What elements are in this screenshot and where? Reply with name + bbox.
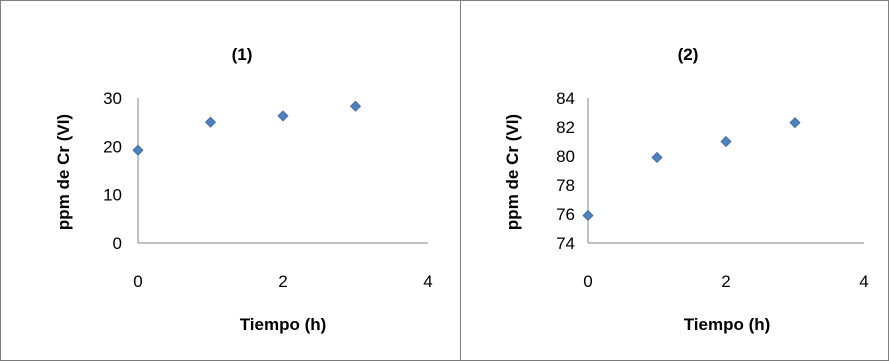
chart-panel-1: (1) ppm de Cr (VI) Tiempo (h) 0 10 20 30 0 2 4 [0,0,461,361]
chart-2-svg: (2) ppm de Cr (VI) Tiempo (h) 74 76 78 80 82… [503,45,869,334]
y-tick-label: 78 [556,176,575,195]
data-point-marker [720,135,732,148]
y-tick-label: 82 [556,118,575,137]
y-tick-label: 74 [556,234,575,253]
y-tick-label: 30 [103,89,122,108]
y-tick-label: 84 [556,89,575,108]
data-point-marker [651,151,663,164]
x-tick-label: 2 [278,272,287,291]
x-tick-label: 2 [721,272,730,291]
chart-title: (2) [678,45,699,64]
x-tick-label: 0 [583,272,592,291]
x-axis-title: Tiempo (h) [684,315,771,334]
chart-1-svg: (1) ppm de Cr (VI) Tiempo (h) 0 10 20 30 0 2 4 [54,45,433,334]
y-tick-label: 76 [556,205,575,224]
x-tick-label: 4 [859,272,868,291]
y-tick-label: 0 [113,234,122,253]
x-tick-label: 4 [423,272,432,291]
chart-marks: 74 76 78 80 82 84 0 2 4 [556,89,869,291]
data-point-marker [349,100,362,112]
x-axis-title: Tiempo (h) [240,315,327,334]
data-point-marker [582,209,594,222]
data-point-marker [204,116,217,128]
chart-panel-2: (2) ppm de Cr (VI) Tiempo (h) 74 76 78 80 82… [460,0,889,361]
data-point-marker [277,110,289,122]
y-tick-label: 20 [103,137,122,156]
y-tick-label: 10 [103,186,122,205]
y-axis-title: ppm de Cr (VI) [503,114,522,230]
x-tick-label: 0 [133,272,142,291]
data-point-marker [789,117,801,129]
y-axis-title: ppm de Cr (VI) [54,114,73,230]
chart-title: (1) [232,45,253,64]
y-tick-label: 80 [556,147,575,166]
data-point-marker [132,144,144,156]
chart-marks: 0 10 20 30 0 2 4 [103,89,433,291]
